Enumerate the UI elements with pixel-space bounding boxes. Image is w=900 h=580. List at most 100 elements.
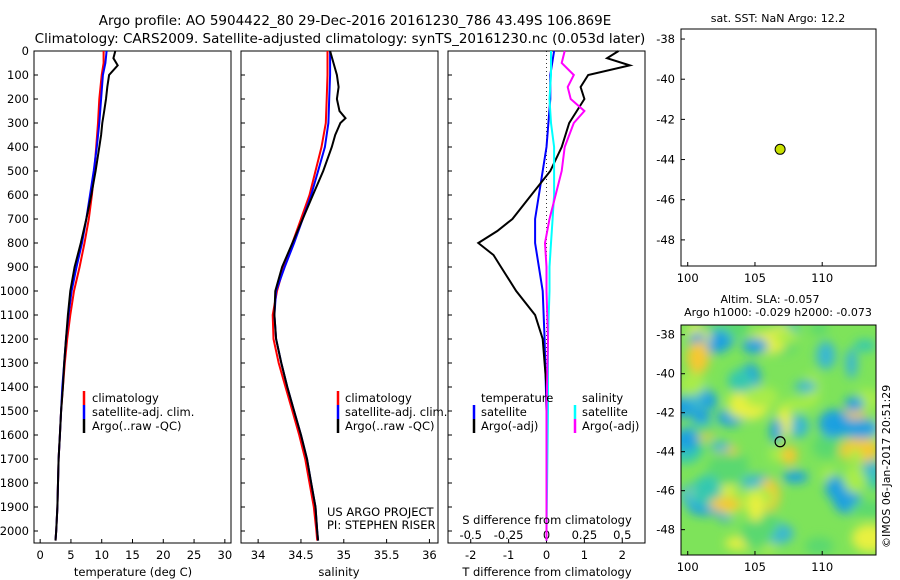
depth-tick-label: 400 [7,140,29,154]
diff-series-4 [543,50,586,541]
map-y-tick-label: -44 [656,445,675,459]
series-line-3 [273,50,347,541]
legend-satellite-adj: satellite-adj. clim. [92,405,194,419]
x-tick-label: 10 [94,548,109,562]
x-tick-label: 35 [336,548,351,562]
temperature-plot: 0 5 10 15 20 25 30 [36,50,232,562]
depth-tick-label: 300 [7,116,29,130]
heatmap-cell [773,330,799,344]
heatmap-cell [862,460,876,477]
x-tick-label: 2 [619,548,626,562]
heatmap-cell [709,497,741,512]
heatmap-cell [744,386,779,408]
heatmap-cell [854,339,876,352]
x-tick-label: 20 [156,548,171,562]
header-line2: Climatology: CARS2009. Satellite-adjuste… [35,31,646,47]
pi-annotation: PI: STEPHEN RISER [327,518,436,532]
sla-map: 100 105 110 -38 -40 -42 -44 -46 -48 [656,328,833,574]
legend-argo: Argo(..raw -QC) [92,419,182,433]
heatmap-cell [781,445,798,466]
depth-axis: 0 100 200 300 400 500 600 700 800 900 1000 1100 1200… [0,44,452,538]
depth-tick-label: 1800 [0,476,29,490]
depth-tick-label: 200 [7,92,29,106]
x-tick-label: -1 [503,548,514,562]
depth-tick-label: 500 [7,164,29,178]
depth-tick-label: 1300 [0,356,29,370]
map-x-tick-label: 110 [811,560,833,574]
map-y-tick-label: -48 [656,523,675,537]
map-y-tick-label: -40 [656,367,675,381]
heatmap-cell [692,408,711,428]
map-x-tick-label: 100 [677,560,699,574]
heatmap-cell [804,537,834,555]
heatmap-cell [734,454,749,480]
argo-position-marker [774,436,786,448]
x-tick-label: 34.5 [288,548,314,562]
heatmap-cell [769,446,785,462]
difference-plot: -2 -1 0 1 2-0.5 -0.25 0 0.25 0.5 [460,50,634,562]
heatmap-cell [686,341,710,374]
legend-temperature-title: temperature [481,391,553,405]
heatmap-cell [794,380,817,393]
argo-position-marker [774,143,786,155]
map-x-tick-label: 110 [811,271,833,285]
heatmap-cell [707,453,745,486]
x-tick-label: 1 [581,548,588,562]
heatmap-cell [782,470,809,484]
x-tick-label: 0 [36,548,43,562]
heatmap-cell [698,325,728,332]
map-x-tick-label: 105 [744,560,766,574]
depth-tick-label: 1200 [0,332,29,346]
heatmap-cell [812,434,840,459]
depth-tick-label: 1900 [0,500,29,514]
map-y-tick-label: -46 [656,484,675,498]
imos-watermark: ©IMOS 06-Jan-2017 20:51:29 [880,385,893,548]
map-y-tick-label: -48 [656,233,675,247]
series-line-2 [54,50,108,541]
heatmap-cell [740,518,772,549]
sla-map-subtitle: Argo h1000: -0.029 h2000: -0.073 [684,306,872,319]
x-tick-label: -2 [465,548,476,562]
temperature-plot-frame [33,50,232,544]
map-y-tick-label: -40 [656,72,675,86]
diff-series-2 [476,50,634,541]
x-tick2-label: 0.25 [572,528,598,542]
depth-tick-label: 1700 [0,452,29,466]
salinity-legend: climatology satellite-adj. clim. Argo(..… [336,391,447,433]
series-line-2 [273,51,332,541]
sla-map-title: Altim. SLA: -0.057 [720,293,819,306]
legend-satellite-adj: satellite-adj. clim. [345,405,447,419]
heatmap-cell [851,524,876,553]
heatmap-cell [709,441,731,452]
series-line-1 [271,51,329,541]
series-line-1 [54,51,105,541]
map-y-tick-label: -42 [656,406,675,420]
depth-tick-label: 100 [7,68,29,82]
salinity-plot-frame [240,50,439,544]
sst-map-title: sat. SST: NaN Argo: 12.2 [711,12,845,25]
map-y-tick-label: -46 [656,193,675,207]
heatmap-cell [843,465,866,494]
x-tick2-label: 0.5 [613,528,631,542]
map-y-tick-label: -38 [656,328,675,342]
depth-tick-label: 1100 [0,308,29,322]
heatmap-cell [844,396,864,413]
heatmap-cell [781,398,811,411]
series-line-3 [54,50,119,541]
heatmap-cell [747,492,765,522]
heatmap-cell [843,418,876,439]
legend-t-satellite: satellite [481,405,527,419]
sst-map-frame [680,28,877,267]
depth-tick-label: 700 [7,212,29,226]
x-tick-label: 36 [422,548,437,562]
salinity-plot: 34 34.5 35 35.5 36 [251,50,437,562]
heatmap-cell [702,391,718,410]
difference-legend: temperature satellite Argo(-adj) salinit… [472,391,639,433]
difference-s-xlabel: S difference from climatology [462,513,632,527]
depth-tick-label: 0 [22,44,29,58]
difference-t-xlabel: T difference from climatology [461,565,632,579]
legend-s-argo: Argo(-adj) [582,419,639,433]
heatmap-cell [741,337,769,354]
x-tick-label: 5 [67,548,74,562]
